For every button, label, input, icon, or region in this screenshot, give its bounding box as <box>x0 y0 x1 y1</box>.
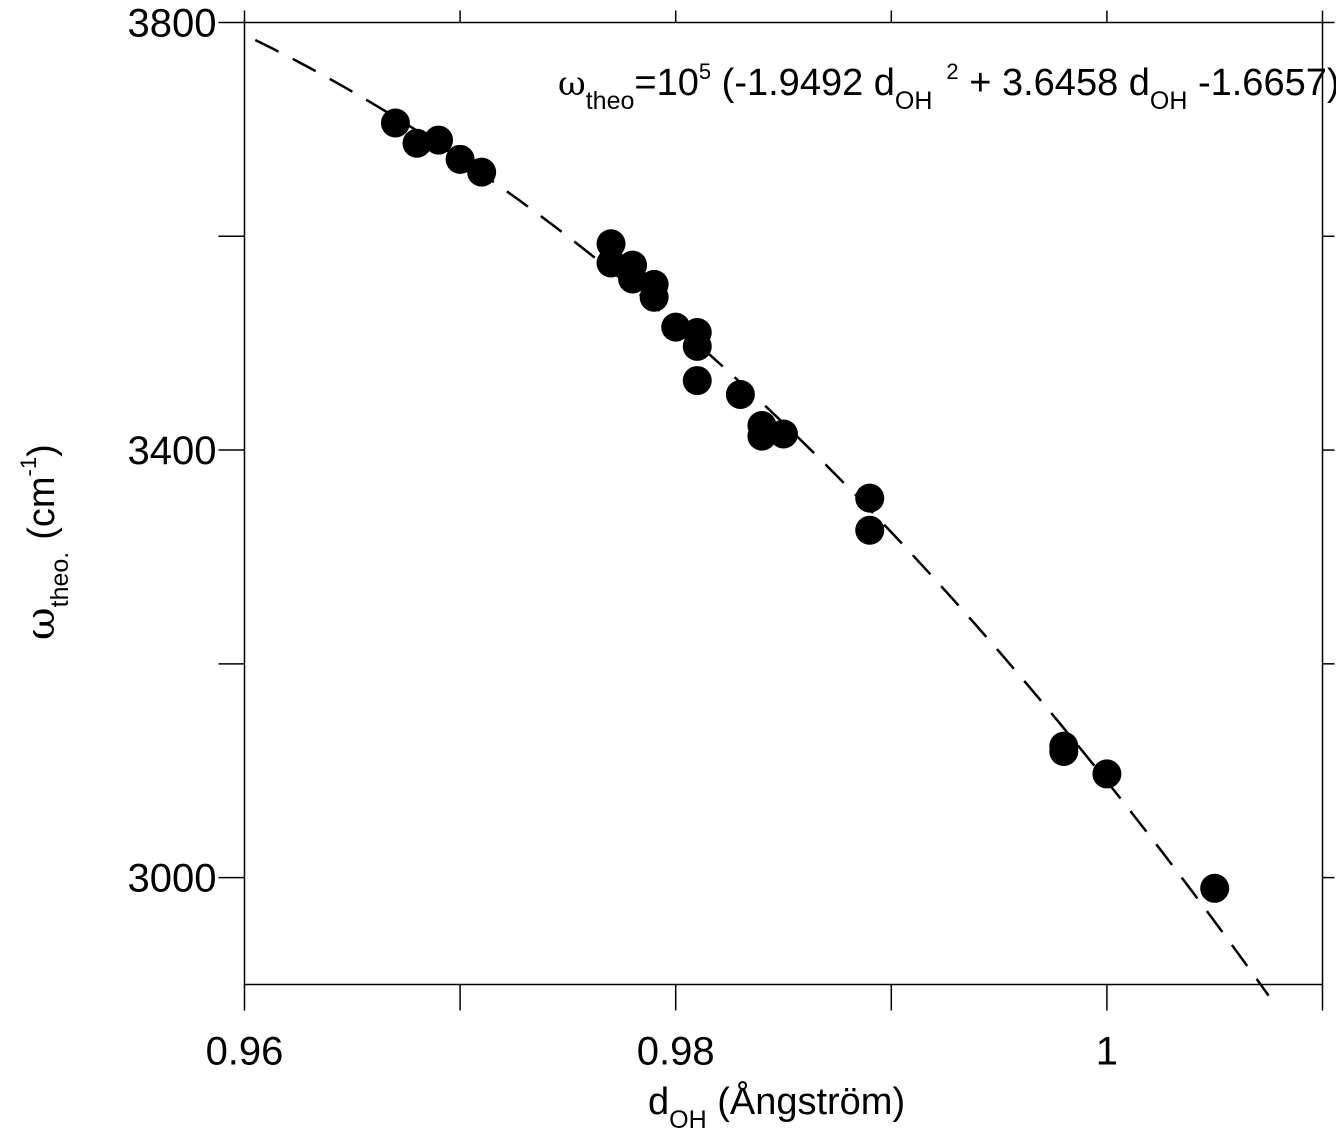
data-point <box>1049 736 1079 766</box>
x-tick-label: 0.96 <box>206 1030 284 1074</box>
x-axis-label-suffix: (Ångström) <box>707 1079 905 1123</box>
data-point <box>855 515 885 545</box>
x-axis-label: dOH (Ångström) <box>648 1079 905 1134</box>
y-tick-label: 3400 <box>128 429 217 473</box>
x-axis: 0.96 0.98 1 <box>206 10 1324 1074</box>
data-point <box>725 379 755 409</box>
fit-equation-annotation: ωtheo=105 (-1.9492 dOH2 + 3.6458 dOH -1.… <box>558 59 1336 115</box>
y-tick-label: 3000 <box>128 857 217 901</box>
data-point <box>402 128 432 158</box>
annotation-part: ω <box>558 64 586 104</box>
x-axis-label-main: d <box>648 1081 669 1123</box>
annotation-part: (-1.9492 d <box>711 62 895 104</box>
annotation-part: -1.6657) <box>1187 62 1336 104</box>
annotation-part: 2 <box>946 59 958 84</box>
x-tick-label: 1 <box>1096 1030 1118 1074</box>
y-axis-label-unit: (cm <box>21 476 63 539</box>
y-axis-label-unit-close: ) <box>21 444 63 457</box>
data-point <box>682 331 712 361</box>
x-tick-label: 0.98 <box>637 1030 715 1074</box>
y-axis-label-symbol: ω <box>18 607 64 640</box>
y-axis-label-subscript: theo. <box>46 552 74 608</box>
data-point <box>639 282 669 312</box>
x-axis-label-subscript: OH <box>669 1106 707 1134</box>
data-point <box>445 144 475 174</box>
annotation-part: + 3.6458 d <box>959 62 1150 104</box>
data-point <box>424 125 454 155</box>
data-point <box>1200 873 1230 903</box>
annotation-part: OH <box>1150 87 1188 115</box>
annotation-part: =10 <box>634 62 698 104</box>
fit-curve <box>254 38 1270 997</box>
data-point <box>855 483 885 513</box>
plot-frame <box>243 21 1324 986</box>
data-point <box>380 108 410 138</box>
data-point <box>1092 759 1122 789</box>
data-point <box>467 157 497 187</box>
annotation-part: theo <box>586 87 635 115</box>
data-point <box>596 248 626 278</box>
y-axis: 3000 3400 3800 <box>128 2 1335 901</box>
annotation-part: OH <box>895 87 933 115</box>
data-point <box>747 421 777 451</box>
data-point <box>682 366 712 396</box>
y-axis-label-unit-sup: -1 <box>16 457 41 477</box>
y-tick-label: 3800 <box>128 2 217 46</box>
data-point <box>769 419 798 449</box>
data-points <box>380 108 1230 903</box>
y-axis-label: ωtheo. (cm-1) <box>16 444 74 640</box>
annotation-part: 5 <box>699 59 711 84</box>
